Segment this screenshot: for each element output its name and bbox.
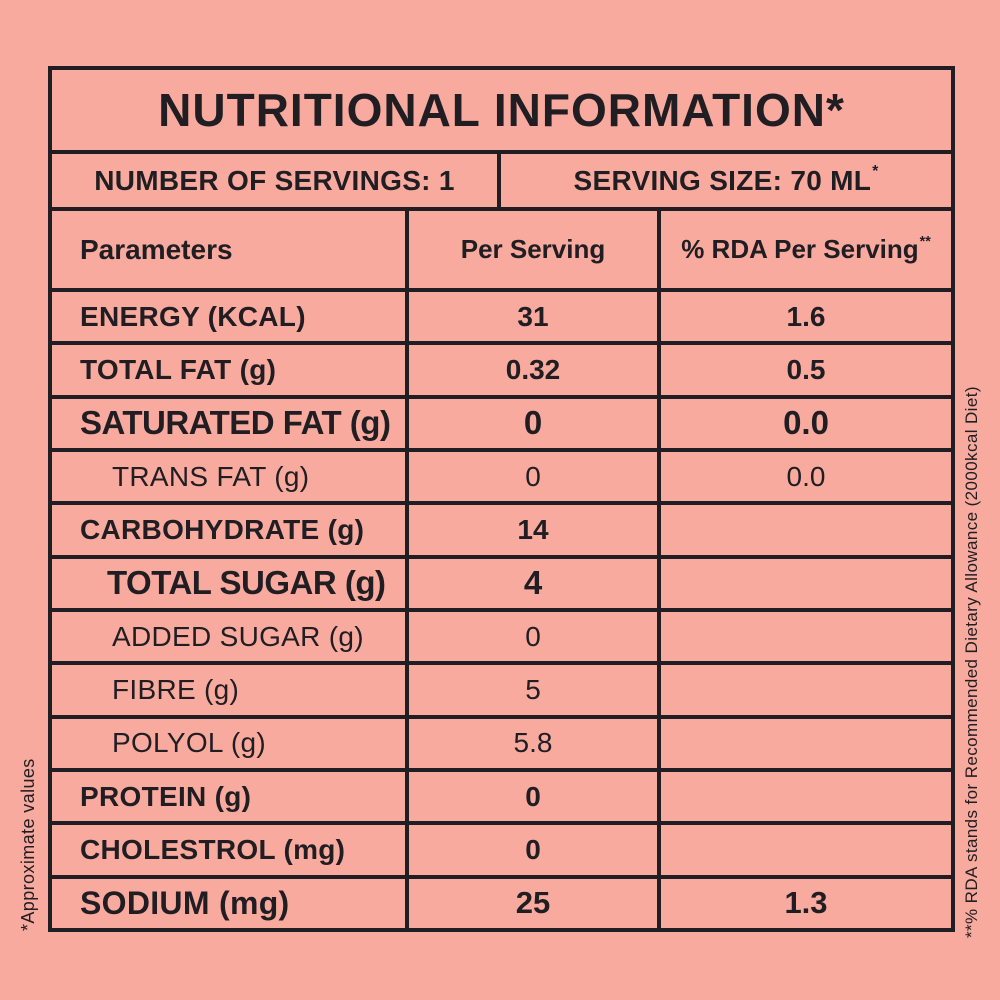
row-label: ENERGY (KCAL) [52, 292, 409, 342]
per-serving-value: 25 [409, 878, 661, 928]
row-label: SODIUM (mg) [52, 878, 409, 928]
row-label: FIBRE (g) [52, 665, 409, 715]
rda-value [661, 559, 951, 608]
per-serving-value: 0 [409, 398, 661, 448]
per-serving-value: 4 [409, 558, 661, 608]
per-serving-value: 0 [409, 611, 661, 662]
rda-value: 0.0 [786, 460, 826, 492]
per-serving-value: 14 [409, 505, 661, 555]
column-header-row: Parameters Per Serving % RDA Per Serving… [52, 211, 951, 292]
table-row: TOTAL SUGAR (g) 4 [52, 558, 951, 612]
per-serving-value: 0 [409, 451, 661, 502]
rda-value: 0.0 [783, 404, 829, 442]
column-header-parameters: Parameters [52, 211, 409, 288]
per-serving-value: 0 [409, 825, 661, 875]
rda-header-text: % RDA Per Serving [681, 234, 919, 264]
rda-value: 0.5 [786, 353, 826, 385]
table-row: SATURATED FAT (g) 0 0.0 [52, 398, 951, 452]
row-label: TRANS FAT (g) [52, 451, 409, 502]
serving-size-text: SERVING SIZE: 70 ML [573, 164, 872, 196]
row-label: CHOLESTROL (mg) [52, 825, 409, 875]
nutrition-table: NUTRITIONAL INFORMATION* NUMBER OF SERVI… [48, 66, 955, 932]
column-header-rda: % RDA Per Serving ** [661, 211, 951, 288]
table-row: ADDED SUGAR (g) 0 [52, 611, 951, 666]
per-serving-value: 5 [409, 665, 661, 715]
serving-size-asterisk: * [872, 163, 879, 181]
per-serving-value: 31 [409, 292, 661, 342]
table-row: TOTAL FAT (g) 0.32 0.5 [52, 345, 951, 399]
footnote-rda-definition: **% RDA stands for Recommended Dietary A… [962, 386, 981, 938]
rda-value [661, 612, 951, 661]
row-label: PROTEIN (g) [52, 771, 409, 822]
column-header-per-serving: Per Serving [409, 211, 661, 288]
row-label: TOTAL FAT (g) [52, 345, 409, 395]
rda-value: 1.3 [784, 885, 828, 921]
rda-value [661, 505, 951, 554]
row-label: ADDED SUGAR (g) [52, 611, 409, 662]
rda-value [661, 825, 951, 874]
page-title: NUTRITIONAL INFORMATION* [158, 84, 845, 136]
row-label: SATURATED FAT (g) [52, 398, 409, 448]
rda-header-asterisks: ** [919, 233, 931, 250]
row-label: TOTAL SUGAR (g) [52, 558, 409, 608]
row-label: POLYOL (g) [52, 718, 409, 768]
table-row: FIBRE (g) 5 [52, 665, 951, 719]
table-row: PROTEIN (g) 0 [52, 771, 951, 826]
table-row: CARBOHYDRATE (g) 14 [52, 505, 951, 559]
servings-row: NUMBER OF SERVINGS: 1 SERVING SIZE: 70 M… [52, 154, 951, 211]
per-serving-value: 0 [409, 771, 661, 822]
serving-size-cell: SERVING SIZE: 70 ML * [501, 154, 951, 207]
rda-value [661, 719, 951, 768]
per-serving-value: 5.8 [409, 718, 661, 768]
footnote-approximate-values: *Approximate values [18, 758, 38, 931]
rda-value [661, 665, 951, 714]
table-row: POLYOL (g) 5.8 [52, 718, 951, 772]
table-row: TRANS FAT (g) 0 0.0 [52, 451, 951, 506]
title-row: NUTRITIONAL INFORMATION* [52, 70, 951, 154]
table-row: ENERGY (KCAL) 31 1.6 [52, 292, 951, 346]
row-label: CARBOHYDRATE (g) [52, 505, 409, 555]
table-row: CHOLESTROL (mg) 0 [52, 825, 951, 879]
number-of-servings-cell: NUMBER OF SERVINGS: 1 [52, 154, 501, 207]
rda-value: 1.6 [786, 300, 826, 332]
table-row: SODIUM (mg) 25 1.3 [52, 878, 951, 928]
nutrient-rows: ENERGY (KCAL) 31 1.6 TOTAL FAT (g) 0.32 0.5 SA… [52, 292, 951, 928]
rda-value [661, 772, 951, 821]
per-serving-value: 0.32 [409, 345, 661, 395]
